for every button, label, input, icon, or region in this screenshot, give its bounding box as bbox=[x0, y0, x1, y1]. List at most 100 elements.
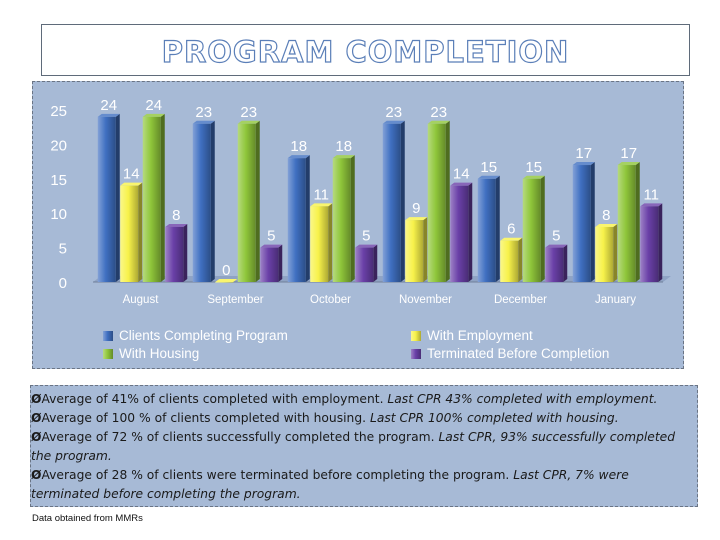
data-label: 23 bbox=[240, 104, 257, 121]
data-label: 8 bbox=[602, 207, 610, 224]
bar bbox=[545, 247, 564, 282]
title-box: PROGRAM COMPLETION bbox=[41, 24, 690, 76]
note-marker: Ø bbox=[31, 430, 42, 444]
data-label: 5 bbox=[362, 228, 370, 245]
bar-side bbox=[518, 237, 523, 282]
legend-label: With Employment bbox=[427, 328, 533, 343]
bar-side bbox=[423, 217, 428, 282]
bar bbox=[500, 240, 519, 282]
legend-swatch bbox=[103, 331, 113, 341]
x-tick-label: October bbox=[310, 294, 351, 306]
bar-side bbox=[183, 223, 188, 282]
note-text: Average of 72 % of clients successfully … bbox=[41, 430, 439, 444]
note-marker: Ø bbox=[31, 411, 42, 425]
bar bbox=[237, 123, 256, 282]
data-label: 6 bbox=[507, 221, 515, 238]
bar bbox=[640, 206, 659, 282]
bar-top bbox=[287, 155, 310, 159]
y-tick-label: 20 bbox=[50, 137, 67, 154]
bar bbox=[355, 247, 374, 282]
bar bbox=[332, 158, 351, 282]
bar-side bbox=[658, 203, 663, 282]
data-label: 17 bbox=[575, 145, 592, 162]
bar-side bbox=[210, 120, 215, 282]
data-label: 18 bbox=[290, 138, 307, 155]
data-label: 9 bbox=[412, 200, 420, 217]
legend-swatch bbox=[411, 331, 421, 341]
note-marker: Ø bbox=[31, 392, 42, 406]
data-label: 8 bbox=[172, 207, 180, 224]
bar bbox=[310, 206, 329, 282]
note-terminated: ØAverage of 28 % of clients were termina… bbox=[31, 466, 697, 504]
bar bbox=[120, 185, 139, 282]
note-last-cpr: Last CPR 43% completed with employment. bbox=[387, 392, 658, 406]
y-tick-label: 0 bbox=[59, 275, 67, 292]
bar-top bbox=[97, 113, 120, 117]
bar-side bbox=[495, 175, 500, 282]
bar-top bbox=[165, 223, 188, 227]
bar-side bbox=[445, 120, 450, 282]
bar bbox=[260, 247, 279, 282]
bar-top bbox=[355, 244, 378, 248]
x-tick-label: January bbox=[595, 294, 636, 306]
bar-side bbox=[305, 155, 310, 282]
bar-side bbox=[328, 203, 333, 282]
bar bbox=[97, 116, 116, 282]
bar-side bbox=[373, 244, 378, 282]
bar bbox=[595, 226, 614, 282]
data-label: 11 bbox=[313, 186, 329, 203]
bar-side bbox=[115, 113, 120, 282]
data-label: 14 bbox=[453, 166, 470, 183]
bar-side bbox=[400, 120, 405, 282]
bar-side bbox=[160, 113, 165, 282]
bar-top bbox=[450, 182, 473, 186]
bar-top bbox=[477, 175, 500, 179]
bar-side bbox=[613, 223, 618, 282]
data-label: 5 bbox=[552, 228, 560, 245]
bar-top bbox=[595, 223, 618, 227]
bar-top bbox=[405, 217, 428, 221]
note-last-cpr: Last CPR 100% completed with housing. bbox=[369, 411, 619, 425]
note-housing: ØAverage of 100 % of clients completed w… bbox=[31, 409, 697, 428]
note-text: Average of 41% of clients completed with… bbox=[41, 392, 388, 406]
data-label: 11 bbox=[643, 186, 659, 203]
data-source: Data obtained from MMRs bbox=[32, 513, 143, 524]
notes-panel: ØAverage of 41% of clients completed wit… bbox=[30, 385, 698, 507]
data-label: 18 bbox=[335, 138, 352, 155]
bar bbox=[477, 178, 496, 282]
legend-swatch bbox=[103, 349, 113, 359]
bar-side bbox=[278, 244, 283, 282]
note-text: Average of 100 % of clients completed wi… bbox=[41, 411, 370, 425]
note-employment: ØAverage of 41% of clients completed wit… bbox=[31, 390, 697, 409]
x-tick-label: September bbox=[207, 294, 263, 306]
note-marker: Ø bbox=[31, 468, 42, 482]
y-tick-label: 5 bbox=[59, 241, 67, 258]
bar bbox=[427, 123, 446, 282]
data-label: 23 bbox=[195, 104, 212, 121]
data-label: 15 bbox=[525, 159, 542, 176]
bar bbox=[142, 116, 161, 282]
bar bbox=[405, 220, 424, 282]
chart-panel: 0 5 10 15 20 25 24 14 24 8 August 23 0 23 5 September 18… bbox=[32, 81, 684, 369]
bar bbox=[522, 178, 541, 282]
bar bbox=[617, 165, 636, 282]
page-title: PROGRAM COMPLETION bbox=[161, 34, 570, 69]
bar-side bbox=[255, 120, 260, 282]
x-tick-label: August bbox=[123, 294, 160, 306]
bar bbox=[382, 123, 401, 282]
data-label: 23 bbox=[430, 104, 447, 121]
bar-top bbox=[310, 203, 333, 207]
bar-top bbox=[120, 182, 143, 186]
y-tick-label: 10 bbox=[50, 206, 67, 223]
data-label: 15 bbox=[480, 159, 497, 176]
legend-label: Clients Completing Program bbox=[119, 328, 288, 343]
bar-side bbox=[590, 162, 595, 282]
legend-label: Terminated Before Completion bbox=[427, 346, 609, 361]
bar-top bbox=[545, 244, 568, 248]
data-label: 5 bbox=[267, 228, 275, 245]
bar bbox=[192, 123, 211, 282]
bar bbox=[572, 165, 591, 282]
data-label: 17 bbox=[620, 145, 637, 162]
bar-top bbox=[215, 279, 238, 282]
bar bbox=[287, 158, 306, 282]
